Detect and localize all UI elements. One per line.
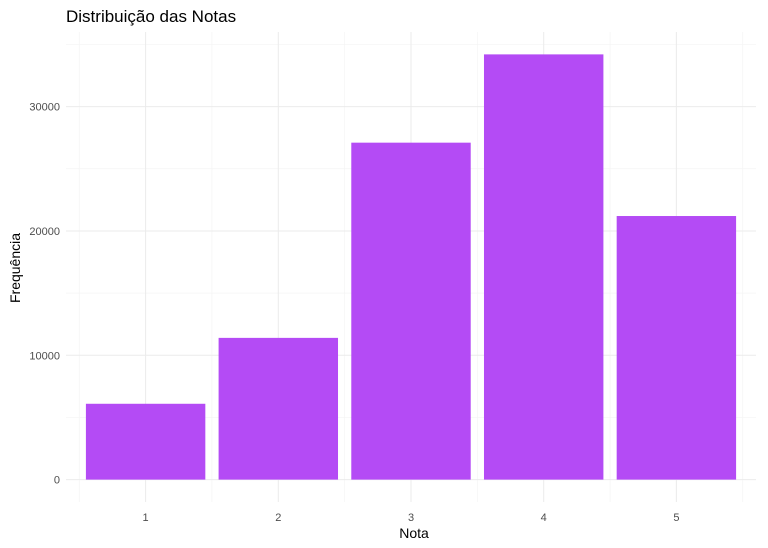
x-tick-label: 1 [143,512,149,524]
x-axis-label: Nota [399,525,429,541]
y-tick-label: 20000 [29,226,60,238]
x-axis-ticks: 1 2 3 4 5 [143,512,680,524]
bar-1 [85,403,206,480]
y-tick-label: 10000 [29,350,60,362]
x-tick-label: 3 [408,512,414,524]
bar-5 [616,216,737,480]
y-tick-label: 0 [54,475,60,487]
bar-2 [218,337,339,480]
x-tick-label: 2 [275,512,281,524]
y-tick-label: 30000 [29,102,60,114]
y-axis-ticks: 0 10000 20000 30000 [29,102,60,487]
bar-3 [351,142,471,480]
x-tick-label: 4 [541,512,547,524]
bars-group [85,54,737,480]
x-tick-label: 5 [673,512,679,524]
bar-4 [483,54,604,480]
y-axis-label: Frequência [7,233,23,303]
chart-title: Distribuição das Notas [66,7,236,26]
